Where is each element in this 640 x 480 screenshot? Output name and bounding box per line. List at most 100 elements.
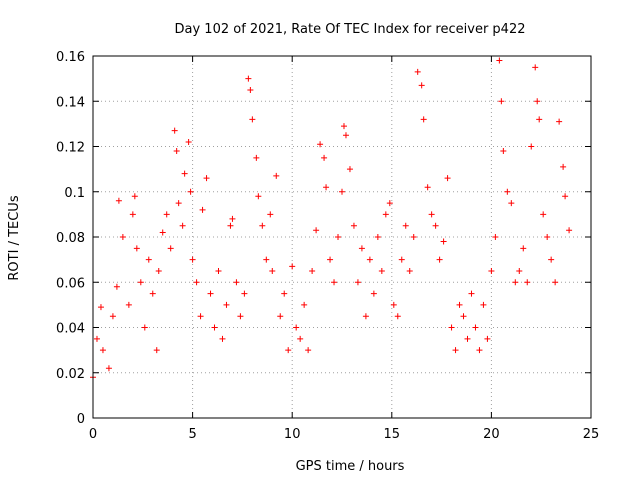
- data-point: [540, 211, 547, 218]
- data-point: [155, 267, 162, 274]
- data-point: [448, 324, 455, 331]
- data-point: [339, 188, 345, 195]
- data-point: [358, 245, 365, 252]
- data-point: [285, 347, 292, 354]
- data-point: [277, 313, 284, 320]
- data-point: [131, 193, 138, 200]
- data-point: [181, 170, 188, 177]
- data-point: [340, 123, 347, 130]
- data-point: [548, 256, 555, 263]
- y-tick-label: 0.06: [56, 276, 85, 291]
- chart-title: Day 102 of 2021, Rate Of TEC Index for r…: [175, 22, 526, 37]
- data-point: [354, 279, 361, 286]
- data-point: [327, 256, 334, 263]
- data-point: [281, 290, 288, 297]
- data-point: [247, 86, 254, 93]
- y-tick-label: 0.14: [56, 95, 85, 110]
- x-axis-label: GPS time / hours: [296, 459, 405, 474]
- data-point: [362, 313, 369, 320]
- data-point: [476, 347, 483, 354]
- data-point: [145, 256, 152, 263]
- data-point: [175, 200, 182, 207]
- data-point: [410, 234, 417, 240]
- data-point: [460, 313, 467, 320]
- data-point: [241, 290, 248, 297]
- data-point: [440, 238, 447, 245]
- data-point: [480, 301, 487, 308]
- data-point: [444, 175, 451, 182]
- data-point: [105, 365, 112, 372]
- x-tick-label: 10: [284, 427, 301, 442]
- y-tick-label: 0: [77, 412, 85, 427]
- data-point: [179, 222, 186, 229]
- data-point: [544, 234, 551, 240]
- data-point: [297, 335, 304, 342]
- data-point: [472, 324, 479, 331]
- data-point: [305, 347, 312, 354]
- data-point: [171, 127, 178, 134]
- data-point: [267, 211, 274, 218]
- data-point: [366, 256, 373, 263]
- data-point: [562, 193, 569, 200]
- data-point: [560, 163, 567, 170]
- data-point: [532, 64, 539, 71]
- data-point: [125, 301, 132, 308]
- data-points: [90, 57, 573, 381]
- data-point: [227, 222, 234, 229]
- data-point: [420, 116, 427, 123]
- data-point: [185, 138, 192, 145]
- data-point: [203, 175, 210, 182]
- data-point: [504, 188, 511, 195]
- data-point: [335, 234, 342, 240]
- x-tick-label: 5: [188, 427, 196, 442]
- data-point: [342, 132, 349, 139]
- data-point: [382, 211, 389, 218]
- data-point: [137, 279, 144, 286]
- data-point: [289, 263, 296, 270]
- data-point: [464, 335, 471, 342]
- data-point: [197, 313, 204, 320]
- data-point: [512, 279, 519, 286]
- data-point: [346, 166, 353, 173]
- data-point: [153, 347, 160, 354]
- data-point: [269, 267, 276, 274]
- data-point: [187, 188, 194, 195]
- data-point: [149, 290, 156, 297]
- data-point: [167, 245, 174, 252]
- data-point: [424, 184, 431, 191]
- data-point: [245, 75, 252, 82]
- data-point: [233, 279, 240, 286]
- data-point: [498, 98, 505, 105]
- data-point: [528, 143, 535, 150]
- data-point: [468, 290, 475, 297]
- y-tick-label: 0.04: [56, 322, 85, 337]
- data-point: [428, 211, 435, 218]
- data-point: [259, 222, 266, 229]
- x-tick-label: 15: [384, 427, 401, 442]
- data-point: [207, 290, 214, 297]
- data-point: [524, 279, 531, 286]
- data-point: [378, 267, 385, 274]
- data-point: [488, 267, 495, 274]
- data-point: [273, 172, 280, 179]
- data-point: [436, 256, 443, 263]
- data-point: [237, 313, 244, 320]
- data-point: [386, 200, 393, 207]
- data-point: [119, 234, 126, 240]
- data-point: [484, 335, 491, 342]
- data-point: [229, 215, 236, 222]
- data-point: [390, 301, 397, 308]
- data-point: [301, 301, 308, 308]
- data-point: [253, 154, 260, 161]
- data-point: [141, 324, 148, 331]
- data-point: [418, 82, 425, 89]
- data-point: [516, 267, 523, 274]
- y-axis-label: ROTI / TECUs: [7, 195, 22, 280]
- data-point: [496, 57, 503, 64]
- data-point: [249, 116, 256, 123]
- data-point: [115, 197, 122, 204]
- data-point: [394, 313, 401, 320]
- data-point: [317, 141, 324, 148]
- data-point: [129, 211, 136, 218]
